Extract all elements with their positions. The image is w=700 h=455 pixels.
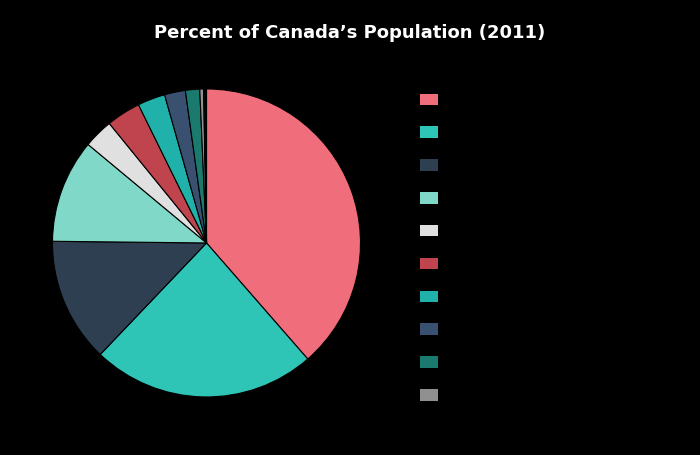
Wedge shape [204,90,206,243]
Wedge shape [52,145,206,243]
Wedge shape [204,90,206,243]
Wedge shape [206,90,360,359]
Wedge shape [109,106,206,243]
Wedge shape [186,90,206,243]
Wedge shape [139,96,206,243]
Wedge shape [52,242,206,355]
Wedge shape [100,243,308,397]
Wedge shape [164,91,206,243]
Wedge shape [88,124,206,243]
Wedge shape [199,90,206,243]
Text: Percent of Canada’s Population (2011): Percent of Canada’s Population (2011) [155,24,545,41]
